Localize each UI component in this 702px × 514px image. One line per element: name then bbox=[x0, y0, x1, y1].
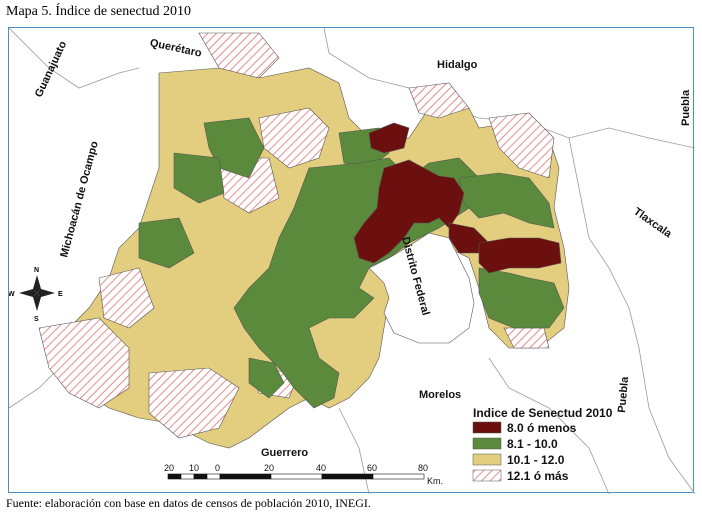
legend-label-3: 10.1 - 12.0 bbox=[507, 453, 565, 467]
legend-item-1: 8.0 ó menos bbox=[472, 421, 577, 435]
region-hatched-s bbox=[148, 367, 240, 439]
scale-segments bbox=[167, 473, 425, 480]
label-guanajuato: Guanajuato bbox=[33, 39, 70, 99]
label-puebla-south: Puebla bbox=[616, 375, 631, 413]
source-org: INEGI bbox=[335, 496, 368, 510]
legend-label-1: 8.0 ó menos bbox=[507, 421, 577, 435]
region-green-east bbox=[458, 172, 555, 229]
municipalities bbox=[38, 32, 570, 449]
legend-swatch-2 bbox=[472, 437, 502, 450]
compass-w: W bbox=[9, 291, 15, 298]
scale-tick-1: 10 bbox=[189, 463, 199, 473]
distrito-federal-area bbox=[368, 232, 475, 344]
legend: Indice de Senectud 2010 8.0 ó menos 8.1 … bbox=[472, 406, 613, 483]
label-michoacan: Michoacán de Ocampo bbox=[58, 140, 101, 259]
label-queretaro: Querétaro bbox=[149, 37, 203, 60]
scale-tick-0: 20 bbox=[164, 463, 174, 473]
label-tlaxcala: Tlaxcala bbox=[631, 206, 674, 241]
compass-s: S bbox=[34, 316, 39, 323]
region-green-east2 bbox=[478, 267, 565, 329]
region-hatched-west bbox=[98, 267, 155, 329]
region-red-north bbox=[368, 122, 410, 154]
legend-item-3: 10.1 - 12.0 bbox=[472, 453, 565, 467]
legend-swatch-1 bbox=[472, 421, 502, 434]
label-guerrero: Guerrero bbox=[261, 447, 308, 459]
legend-label-2: 8.1 - 10.0 bbox=[507, 437, 558, 451]
scale-tick-5: 60 bbox=[367, 463, 377, 473]
region-green-west bbox=[138, 217, 195, 269]
legend-item-2: 8.1 - 10.0 bbox=[472, 437, 558, 451]
map-title: Mapa 5. Índice de senectud 2010 bbox=[6, 4, 192, 19]
source-prefix: Fuente: elaboración con base en datos de… bbox=[6, 496, 333, 510]
legend-title: Indice de Senectud 2010 bbox=[473, 406, 613, 420]
region-hatched-ne2 bbox=[488, 112, 555, 179]
region-red-main bbox=[353, 159, 465, 264]
scale-tick-4: 40 bbox=[316, 463, 326, 473]
compass-e: E bbox=[58, 291, 63, 298]
region-hatched-sw bbox=[38, 317, 130, 409]
legend-label-4: 12.1 ó más bbox=[507, 469, 569, 483]
map-canvas: Querétaro Hidalgo Guanajuato Michoacán d… bbox=[8, 27, 696, 495]
map-frame: Querétaro Hidalgo Guanajuato Michoacán d… bbox=[8, 27, 696, 495]
label-morelos: Morelos bbox=[419, 389, 461, 401]
region-hatched-north bbox=[198, 32, 280, 79]
compass-n: N bbox=[34, 267, 39, 274]
region-green-sw bbox=[248, 357, 285, 399]
region-red-se bbox=[478, 237, 562, 274]
scale-tick-6: 80 bbox=[418, 463, 428, 473]
scale-tick-2: 0 bbox=[215, 463, 220, 473]
legend-item-4: 12.1 ó más bbox=[472, 469, 569, 483]
region-hatched-ne bbox=[408, 82, 470, 119]
legend-swatch-3 bbox=[472, 453, 502, 466]
compass-rose: N S E W bbox=[8, 267, 63, 323]
scale-tick-3: 20 bbox=[264, 463, 274, 473]
source-suffix: . bbox=[367, 496, 371, 510]
source-note: Fuente: elaboración con base en datos de… bbox=[6, 496, 371, 511]
region-green-nw bbox=[173, 152, 225, 204]
scale-unit: Km. bbox=[427, 476, 443, 486]
label-hidalgo: Hidalgo bbox=[437, 59, 478, 71]
legend-swatch-4 bbox=[472, 469, 502, 482]
label-puebla-north: Puebla bbox=[680, 89, 692, 126]
scale-bar: 20 10 0 20 40 60 80 Km. bbox=[164, 463, 443, 486]
